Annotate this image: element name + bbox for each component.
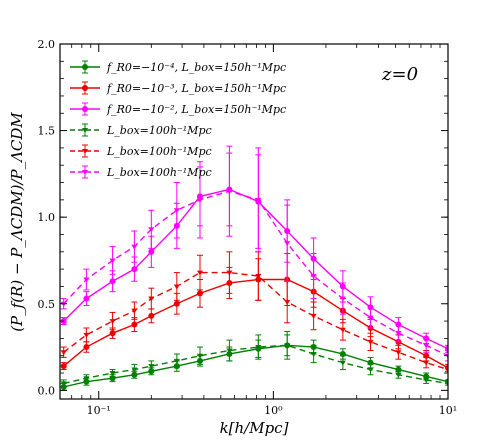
data-point	[445, 381, 448, 387]
data-point	[395, 331, 402, 337]
plot-frame	[59, 43, 449, 400]
data-point	[339, 327, 346, 333]
data-point	[131, 321, 138, 328]
data-point	[196, 353, 203, 359]
data-point	[255, 345, 262, 351]
data-point	[173, 208, 180, 214]
legend-label: f_R0=−10⁻³, L_box=150h⁻¹Mpc	[106, 82, 286, 95]
data-point	[109, 330, 116, 337]
legend-label: L_box=100h⁻¹Mpc	[106, 166, 212, 179]
series-line	[63, 278, 448, 369]
data-point	[148, 364, 155, 370]
data-point	[109, 278, 116, 285]
data-point	[255, 197, 262, 203]
axis-layer: 0.0 0.5 1.0 1.5 2.0 10⁻¹ 10⁰ 10¹	[38, 38, 458, 417]
data-point	[310, 313, 317, 319]
y-tick-label: 2.0	[38, 38, 56, 51]
data-point	[173, 284, 180, 290]
data-point	[83, 376, 90, 382]
data-point	[60, 350, 67, 356]
legend-label: f_R0=−10⁻⁴, L_box=150h⁻¹Mpc	[106, 61, 286, 74]
series-group	[60, 145, 448, 391]
redshift-annotation: z=0	[381, 64, 418, 85]
data-point	[445, 353, 448, 359]
data-point	[148, 312, 155, 319]
data-point	[423, 343, 430, 349]
x-tick-label: 10⁻¹	[87, 404, 111, 417]
data-point	[131, 367, 138, 373]
legend-marker	[82, 85, 88, 91]
data-point	[367, 339, 374, 345]
data-point	[367, 315, 374, 321]
data-point	[109, 371, 116, 377]
data-point	[173, 300, 180, 307]
data-point	[83, 295, 90, 302]
data-point	[109, 258, 116, 264]
data-point	[310, 351, 317, 357]
data-point	[196, 197, 203, 203]
data-point	[60, 381, 67, 387]
data-point	[83, 277, 90, 283]
data-point	[196, 270, 203, 276]
data-point	[367, 367, 374, 373]
data-point	[148, 227, 155, 233]
legend-label: f_R0=−10⁻², L_box=150h⁻¹Mpc	[106, 103, 286, 116]
y-tick-label: 1.5	[38, 125, 56, 138]
data-point	[423, 377, 430, 383]
legend-marker	[82, 128, 88, 133]
y-tick-label: 0.5	[38, 298, 56, 311]
legend-marker	[82, 106, 88, 112]
data-point	[83, 332, 90, 338]
plot-area	[60, 44, 448, 399]
data-point	[255, 274, 262, 280]
y-axis-label: (P_f(R) − P_ΛCDM)/P_ΛCDM	[8, 112, 26, 332]
data-point	[284, 241, 291, 247]
series-line	[63, 190, 448, 357]
series-line	[63, 344, 448, 385]
data-point	[395, 372, 402, 378]
legend: f_R0=−10⁻⁴, L_box=150h⁻¹Mpc f_R0=−10⁻³, L…	[70, 60, 286, 179]
legend-marker	[82, 149, 88, 154]
data-point	[284, 300, 291, 306]
x-tick-label: 10⁰	[264, 404, 283, 417]
series-line	[63, 188, 448, 350]
data-point	[339, 296, 346, 302]
data-point	[148, 248, 155, 255]
data-point	[60, 363, 67, 370]
legend-marker	[82, 64, 88, 70]
data-point	[445, 367, 448, 373]
plot-layer	[60, 145, 448, 391]
legend-marker	[82, 170, 88, 175]
data-point	[226, 189, 233, 195]
data-point	[423, 360, 430, 366]
data-point	[226, 348, 233, 354]
data-point	[395, 350, 402, 356]
series-line	[63, 271, 448, 371]
series-line	[63, 344, 448, 388]
data-point	[131, 308, 138, 314]
data-point	[173, 358, 180, 364]
data-point	[148, 296, 155, 302]
data-point	[339, 360, 346, 366]
data-point	[131, 266, 138, 273]
y-tick-label: 0.0	[38, 384, 56, 397]
data-point	[131, 244, 138, 250]
data-point	[109, 319, 116, 325]
legend-label: L_box=100h⁻¹Mpc	[106, 124, 212, 137]
x-axis-label: k[h/Mpc]	[220, 419, 289, 437]
x-tick-label: 10¹	[439, 404, 457, 417]
data-point	[83, 344, 90, 351]
data-point	[196, 290, 203, 297]
data-point	[284, 343, 291, 349]
data-point	[226, 270, 233, 276]
y-tick-label: 1.0	[38, 211, 56, 224]
data-point	[310, 274, 317, 280]
legend-label: L_box=100h⁻¹Mpc	[106, 145, 212, 158]
